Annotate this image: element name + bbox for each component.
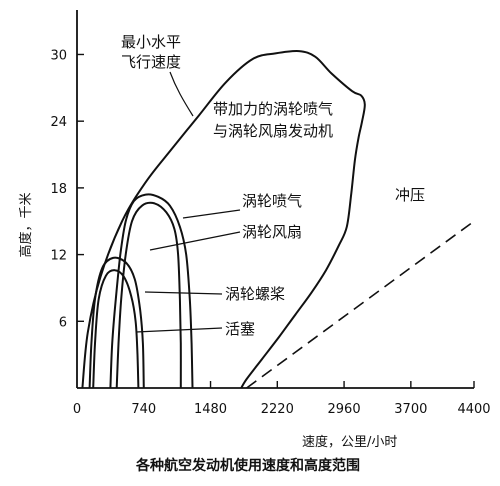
afterburning-envelope [81, 50, 366, 389]
turboprop-label: 涡轮螺桨 [225, 285, 285, 303]
piston-label: 活塞 [225, 320, 255, 338]
x-tick-label: 740 [131, 402, 156, 417]
leader-turbojet [182, 209, 241, 219]
min-level-flight-speed-label: 最小水平飞行速度 [121, 33, 181, 71]
engine-regions [81, 50, 475, 389]
y-tick-label: 6 [59, 315, 67, 330]
axes: 0 740 1480 2220 2960 3700 4400 6 12 18 24 30 [50, 10, 491, 417]
turboprop-envelope [88, 256, 145, 389]
x-axis-title: 速度，公里/小时 [302, 434, 397, 450]
leader-lines [135, 71, 241, 333]
x-tick-label: 4400 [457, 402, 490, 417]
turbojet-envelope [109, 193, 194, 389]
x-tick-label: 2220 [261, 402, 294, 417]
y-tick-label: 30 [50, 48, 67, 63]
leader-min-speed [169, 71, 194, 117]
turbofan-envelope [115, 201, 182, 389]
leader-piston [135, 327, 223, 333]
chart-caption: 各种航空发动机使用速度和高度范围 [135, 457, 360, 474]
x-tick-label: 2960 [328, 402, 361, 417]
y-axis-title: 高度，千米 [18, 192, 34, 257]
leader-turboprop [144, 291, 223, 295]
piston-envelope [92, 269, 140, 389]
y-tick-label: 18 [50, 182, 67, 197]
x-tick-label: 3700 [394, 402, 427, 417]
x-tick-label: 0 [73, 402, 81, 417]
turbojet-label: 涡轮喷气 [242, 192, 302, 210]
ramjet-line [246, 220, 475, 389]
x-tick-label: 1480 [194, 402, 227, 417]
y-tick-label: 12 [50, 249, 67, 264]
afterburning-label: 带加力的涡轮喷气与涡轮风扇发动机 [213, 100, 333, 140]
ramjet-label: 冲压 [395, 186, 425, 204]
y-tick-label: 24 [50, 115, 67, 130]
turbofan-label: 涡轮风扇 [242, 223, 302, 241]
leader-turbofan [149, 231, 241, 251]
